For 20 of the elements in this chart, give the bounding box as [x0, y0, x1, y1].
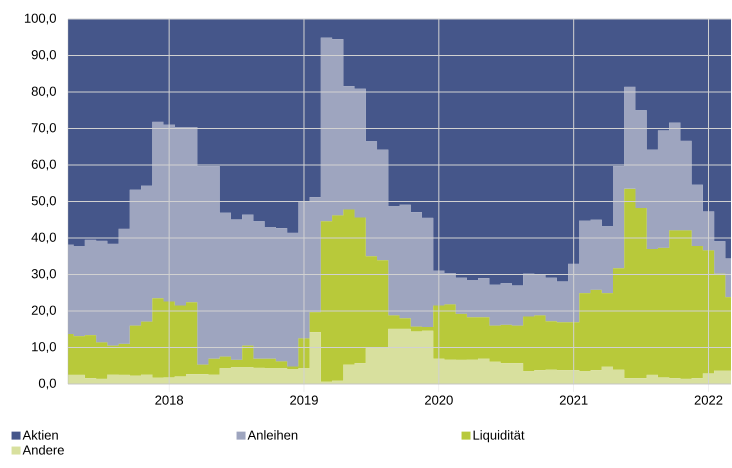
y-tick-label: 0,0 [38, 378, 56, 390]
y-tick-label: 20,0 [32, 306, 56, 316]
y-tick-label: 50,0 [32, 196, 56, 207]
x-tick-label: 2019 [290, 396, 318, 405]
y-tick-label: 100,0 [24, 14, 56, 24]
x-tick-label: 2018 [155, 396, 184, 405]
legend-label: Andere [22, 445, 64, 455]
y-tick-label: 80,0 [32, 86, 56, 98]
legend-label: Anleihen [248, 430, 298, 440]
y-tick-label: 40,0 [31, 232, 56, 244]
y-tick-label: 30,0 [32, 269, 56, 280]
legend-label: Liquidität [474, 430, 524, 442]
x-tick-label: 2021 [560, 396, 588, 405]
y-tick-label: 70,0 [32, 123, 56, 134]
x-tick-label: 2020 [425, 396, 453, 405]
y-tick-label: 10,0 [32, 342, 56, 353]
x-tick-label: 2022 [694, 396, 722, 405]
legend-label: Aktien [22, 430, 58, 440]
y-tick-label: 90,0 [32, 50, 56, 61]
y-tick-label: 60,0 [32, 160, 56, 170]
